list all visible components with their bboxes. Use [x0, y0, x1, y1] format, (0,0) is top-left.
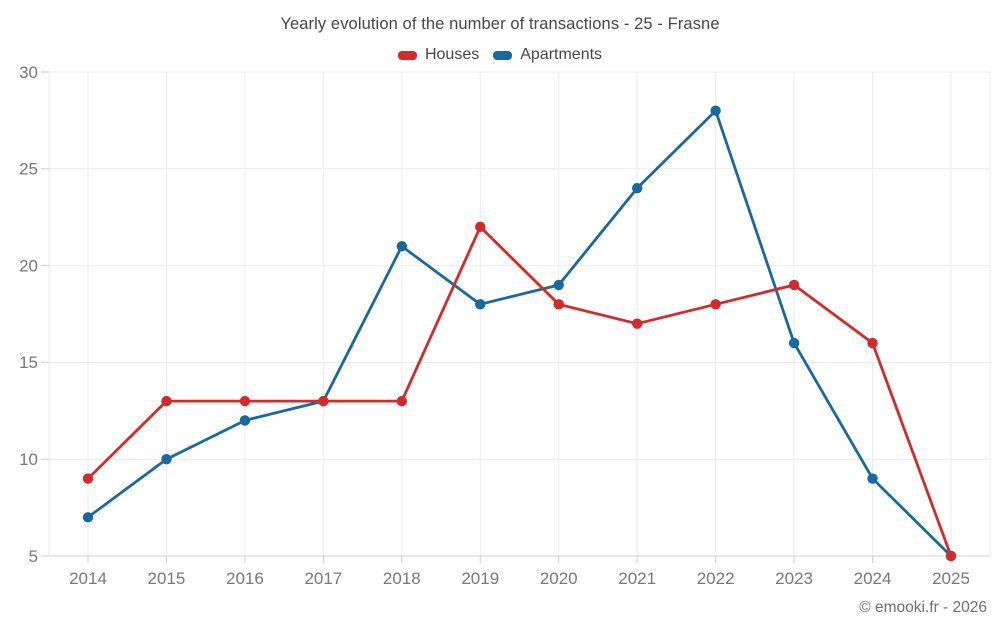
- houses-marker: [710, 299, 721, 310]
- gridlines: [48, 71, 991, 556]
- houses-legend-label: Houses: [424, 46, 480, 63]
- apartments-marker: [867, 473, 878, 484]
- x-axis-tick-label: 2024: [854, 569, 892, 588]
- legend: Houses Apartments: [0, 46, 1000, 64]
- houses-marker: [396, 395, 408, 407]
- houses-legend-swatch-icon: [397, 50, 417, 60]
- houses-marker: [788, 279, 800, 291]
- chart-title: Yearly evolution of the number of transa…: [280, 15, 720, 33]
- x-axis-tick-label: 2025: [932, 569, 970, 588]
- x-axis-tick-label: 2022: [697, 569, 735, 588]
- houses-marker: [867, 337, 878, 349]
- x-axis-tick-label: 2018: [383, 569, 421, 588]
- houses-series: [82, 221, 957, 562]
- apartments-marker: [396, 241, 408, 252]
- houses-marker: [945, 550, 957, 562]
- legend-item-houses[interactable]: Houses: [397, 46, 480, 64]
- houses-marker: [239, 395, 251, 407]
- y-axis-tick-label: 15: [19, 353, 38, 372]
- footer-credit: © emooki.fr - 2026: [859, 599, 987, 616]
- x-axis-tick-label: 2017: [304, 569, 342, 588]
- houses-marker: [475, 221, 486, 233]
- y-axis-tick-label: 30: [19, 63, 38, 82]
- y-axis-tick-label: 10: [19, 450, 38, 469]
- y-axis-tick-label: 5: [29, 547, 38, 566]
- apartments-marker: [553, 279, 564, 291]
- x-axis-tick-label: 2014: [69, 569, 107, 588]
- houses-marker: [161, 395, 172, 407]
- apartments-marker: [239, 415, 251, 426]
- apartments-line: [87, 109, 952, 557]
- apartments-marker: [82, 512, 94, 523]
- x-axis-tick-label: 2015: [148, 569, 186, 588]
- houses-marker: [631, 318, 643, 329]
- y-axis-tick-label: 25: [19, 160, 38, 179]
- x-axis-tick-label: 2021: [618, 569, 656, 588]
- houses-marker: [553, 299, 564, 310]
- houses-line: [87, 225, 953, 557]
- axes: [41, 71, 990, 563]
- apartments-legend-swatch-icon: [493, 50, 513, 60]
- houses-marker: [82, 473, 94, 484]
- x-axis-tick-label: 2019: [461, 569, 499, 588]
- apartments-series: [82, 105, 957, 562]
- apartments-marker: [631, 182, 643, 194]
- x-axis-tick-label: 2020: [540, 569, 578, 588]
- houses-marker: [318, 395, 329, 407]
- apartments-marker: [475, 299, 486, 310]
- apartments-marker: [161, 454, 172, 465]
- y-axis-tick-label: 20: [19, 256, 38, 275]
- x-axis-tick-label: 2016: [226, 569, 264, 588]
- apartments-marker: [788, 337, 800, 349]
- apartments-legend-label: Apartments: [520, 46, 603, 63]
- apartments-marker: [710, 105, 721, 116]
- legend-item-apartments[interactable]: Apartments: [493, 46, 602, 64]
- x-axis-tick-label: 2023: [775, 569, 813, 588]
